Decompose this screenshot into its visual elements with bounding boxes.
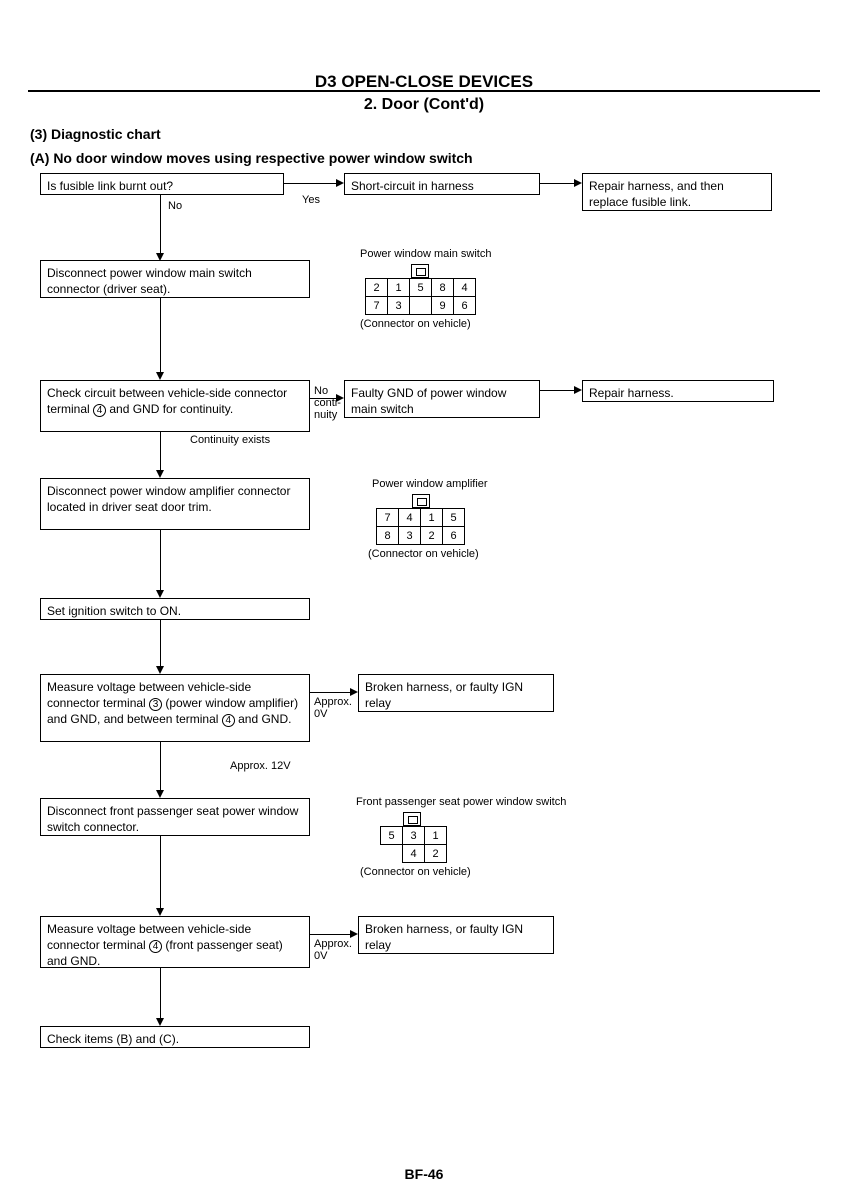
connector-caption: (Connector on vehicle) <box>360 866 471 878</box>
arrowhead <box>350 688 358 696</box>
connector-main-switch: 21584 7396 <box>365 278 476 315</box>
node-ignition-on: Set ignition switch to ON. <box>40 598 310 620</box>
node-text: Measure voltage between vehicle-side con… <box>47 922 283 968</box>
node-check-continuity: Check circuit between vehicle-side conne… <box>40 380 310 432</box>
connector-tab <box>403 812 421 826</box>
node-text: Measure voltage between vehicle-side con… <box>47 680 298 726</box>
node-text: Short-circuit in harness <box>351 179 474 193</box>
arrowhead <box>156 908 164 916</box>
edge-label-approx-0v: Approx.0V <box>314 696 356 720</box>
arrowhead <box>156 470 164 478</box>
edge <box>160 742 161 790</box>
connector-title: Power window amplifier <box>372 478 488 490</box>
node-repair-harness: Repair harness. <box>582 380 774 402</box>
node-fusible-link: Is fusible link burnt out? <box>40 173 284 195</box>
page-subtitle: 2. Door (Cont'd) <box>0 96 848 114</box>
node-measure-voltage-passenger: Measure voltage between vehicle-side con… <box>40 916 310 968</box>
edge-label-approx-12v: Approx. 12V <box>230 760 291 772</box>
arrowhead <box>574 179 582 187</box>
node-text: Disconnect front passenger seat power wi… <box>47 804 298 834</box>
node-text: Repair harness. <box>589 386 674 400</box>
edge <box>310 934 350 935</box>
node-text: Faulty GND of power window main switch <box>351 386 506 416</box>
edge <box>160 530 161 590</box>
edge <box>310 692 350 693</box>
title-rule <box>28 90 820 92</box>
connector-passenger-switch: 531 42 <box>380 826 447 863</box>
edge <box>160 968 161 1018</box>
node-measure-voltage-amp: Measure voltage between vehicle-side con… <box>40 674 310 742</box>
section-sub: (A) No door window moves using respectiv… <box>30 150 473 166</box>
diagnostic-flowchart-page: D3 OPEN-CLOSE DEVICES 2. Door (Cont'd) (… <box>0 0 848 1200</box>
connector-caption: (Connector on vehicle) <box>368 548 479 560</box>
edge-label-approx-0v: Approx.0V <box>314 938 356 962</box>
edge-label-continuity-exists: Continuity exists <box>190 434 270 446</box>
node-disconnect-main-switch: Disconnect power window main switch conn… <box>40 260 310 298</box>
connector-tab <box>411 264 429 278</box>
edge <box>160 432 161 470</box>
edge-label-no-continuity: No conti-nuity <box>314 385 342 421</box>
page-number: BF-46 <box>0 1166 848 1182</box>
edge <box>160 195 161 253</box>
edge <box>540 390 574 391</box>
node-text: Disconnect power window main switch conn… <box>47 266 252 296</box>
arrowhead <box>336 179 344 187</box>
node-broken-harness-ign-1: Broken harness, or faulty IGN relay <box>358 674 554 712</box>
connector-amplifier: 7415 8326 <box>376 508 465 545</box>
node-text: Repair harness, and then replace fusible… <box>589 179 724 209</box>
arrowhead <box>156 372 164 380</box>
connector-caption: (Connector on vehicle) <box>360 318 471 330</box>
node-disconnect-passenger-switch: Disconnect front passenger seat power wi… <box>40 798 310 836</box>
arrowhead <box>156 1018 164 1026</box>
node-disconnect-amplifier: Disconnect power window amplifier connec… <box>40 478 310 530</box>
node-text: Broken harness, or faulty IGN relay <box>365 922 523 952</box>
edge-label-no: No <box>168 200 182 212</box>
edge <box>160 620 161 666</box>
node-text: Check items (B) and (C). <box>47 1032 179 1046</box>
arrowhead <box>156 790 164 798</box>
node-text: Set ignition switch to ON. <box>47 604 181 618</box>
node-repair-replace: Repair harness, and then replace fusible… <box>582 173 772 211</box>
page-title: D3 OPEN-CLOSE DEVICES <box>0 72 848 92</box>
node-faulty-gnd: Faulty GND of power window main switch <box>344 380 540 418</box>
arrowhead <box>350 930 358 938</box>
node-text: Broken harness, or faulty IGN relay <box>365 680 523 710</box>
section-number: (3) Diagnostic chart <box>30 126 161 142</box>
node-check-items-b-c: Check items (B) and (C). <box>40 1026 310 1048</box>
arrowhead <box>156 590 164 598</box>
node-text: Is fusible link burnt out? <box>47 179 173 193</box>
edge <box>540 183 574 184</box>
edge <box>160 298 161 372</box>
edge <box>160 836 161 908</box>
connector-title: Power window main switch <box>360 248 491 260</box>
node-broken-harness-ign-2: Broken harness, or faulty IGN relay <box>358 916 554 954</box>
node-text: Check circuit between vehicle-side conne… <box>47 386 287 416</box>
edge-label-yes: Yes <box>302 194 320 206</box>
arrowhead <box>574 386 582 394</box>
edge <box>284 183 336 184</box>
node-text: Disconnect power window amplifier connec… <box>47 484 290 514</box>
connector-tab <box>412 494 430 508</box>
arrowhead <box>156 666 164 674</box>
node-short-circuit: Short-circuit in harness <box>344 173 540 195</box>
connector-title: Front passenger seat power window switch <box>356 796 566 808</box>
